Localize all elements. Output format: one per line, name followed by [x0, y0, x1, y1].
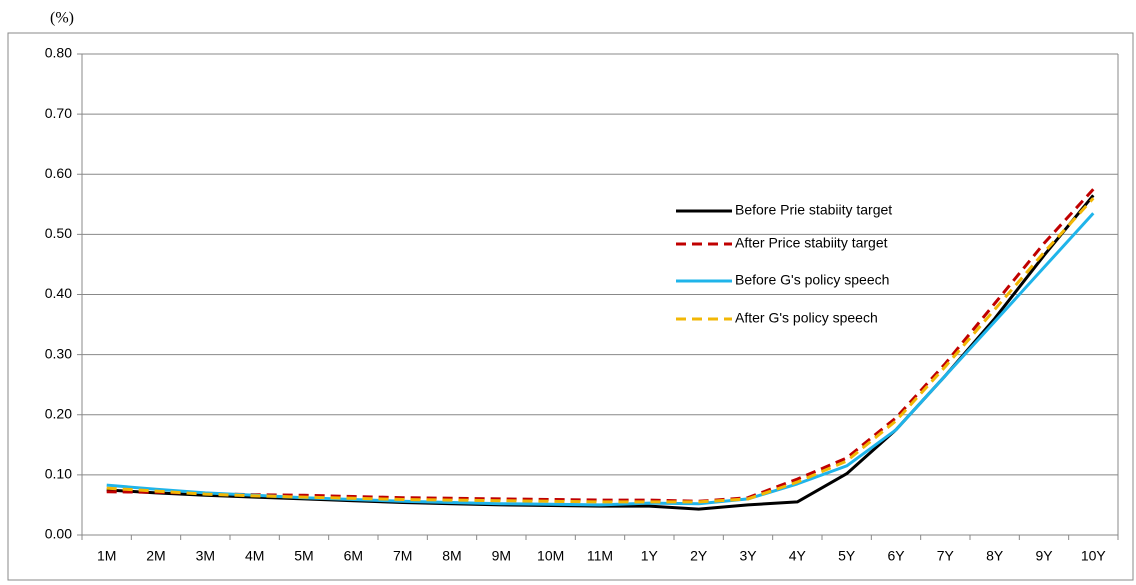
x-tick-label: 5Y: [838, 548, 856, 564]
x-tick-label: 10M: [537, 548, 564, 564]
x-tick-label: 10Y: [1081, 548, 1107, 564]
label-bg: [70, 9, 110, 29]
y-tick-label: 0.80: [45, 45, 72, 61]
legend-label: After G's policy speech: [735, 310, 878, 326]
x-tick-label: 4Y: [789, 548, 807, 564]
y-tick-label: 0.30: [45, 345, 72, 361]
y-tick-label: 0.40: [45, 285, 72, 301]
x-tick-label: 1Y: [641, 548, 659, 564]
series-line: [106, 197, 1095, 504]
x-tick-label: 2Y: [690, 548, 708, 564]
y-tick-label: 0.70: [45, 105, 72, 121]
legend-label: Before G's policy speech: [735, 272, 889, 288]
chart-frame: [7, 32, 1134, 581]
series-line: [106, 212, 1095, 507]
y-tick-label: 0.20: [45, 405, 72, 421]
x-tick-label: 2M: [146, 548, 165, 564]
x-tick-label: 8M: [442, 548, 461, 564]
x-tick-label: 11M: [587, 548, 613, 564]
y-axis-label: (%): [50, 10, 74, 27]
x-tick-label: 6Y: [887, 548, 905, 564]
x-tick-label: 4M: [245, 548, 264, 564]
x-tick-label: 7M: [393, 548, 412, 564]
y-tick-label: 0.10: [45, 466, 72, 482]
x-tick-label: 9M: [492, 548, 511, 564]
series-line: [106, 194, 1095, 511]
x-tick-label: 8Y: [986, 548, 1004, 564]
x-tick-label: 7Y: [937, 548, 955, 564]
x-tick-label: 3M: [196, 548, 215, 564]
x-tick-label: 3Y: [739, 548, 757, 564]
legend-label: After Price stabiity target: [735, 235, 888, 251]
x-tick-label: 9Y: [1035, 548, 1053, 564]
series-line: [106, 188, 1095, 503]
x-tick-label: 6M: [344, 548, 363, 564]
y-tick-label: 0.60: [45, 165, 72, 181]
y-tick-label: 0.00: [45, 526, 72, 542]
x-tick-label: 5M: [294, 548, 313, 564]
y-tick-label: 0.50: [45, 225, 72, 241]
legend-label: Before Prie stabiity target: [735, 202, 892, 218]
x-tick-label: 1M: [97, 548, 116, 564]
